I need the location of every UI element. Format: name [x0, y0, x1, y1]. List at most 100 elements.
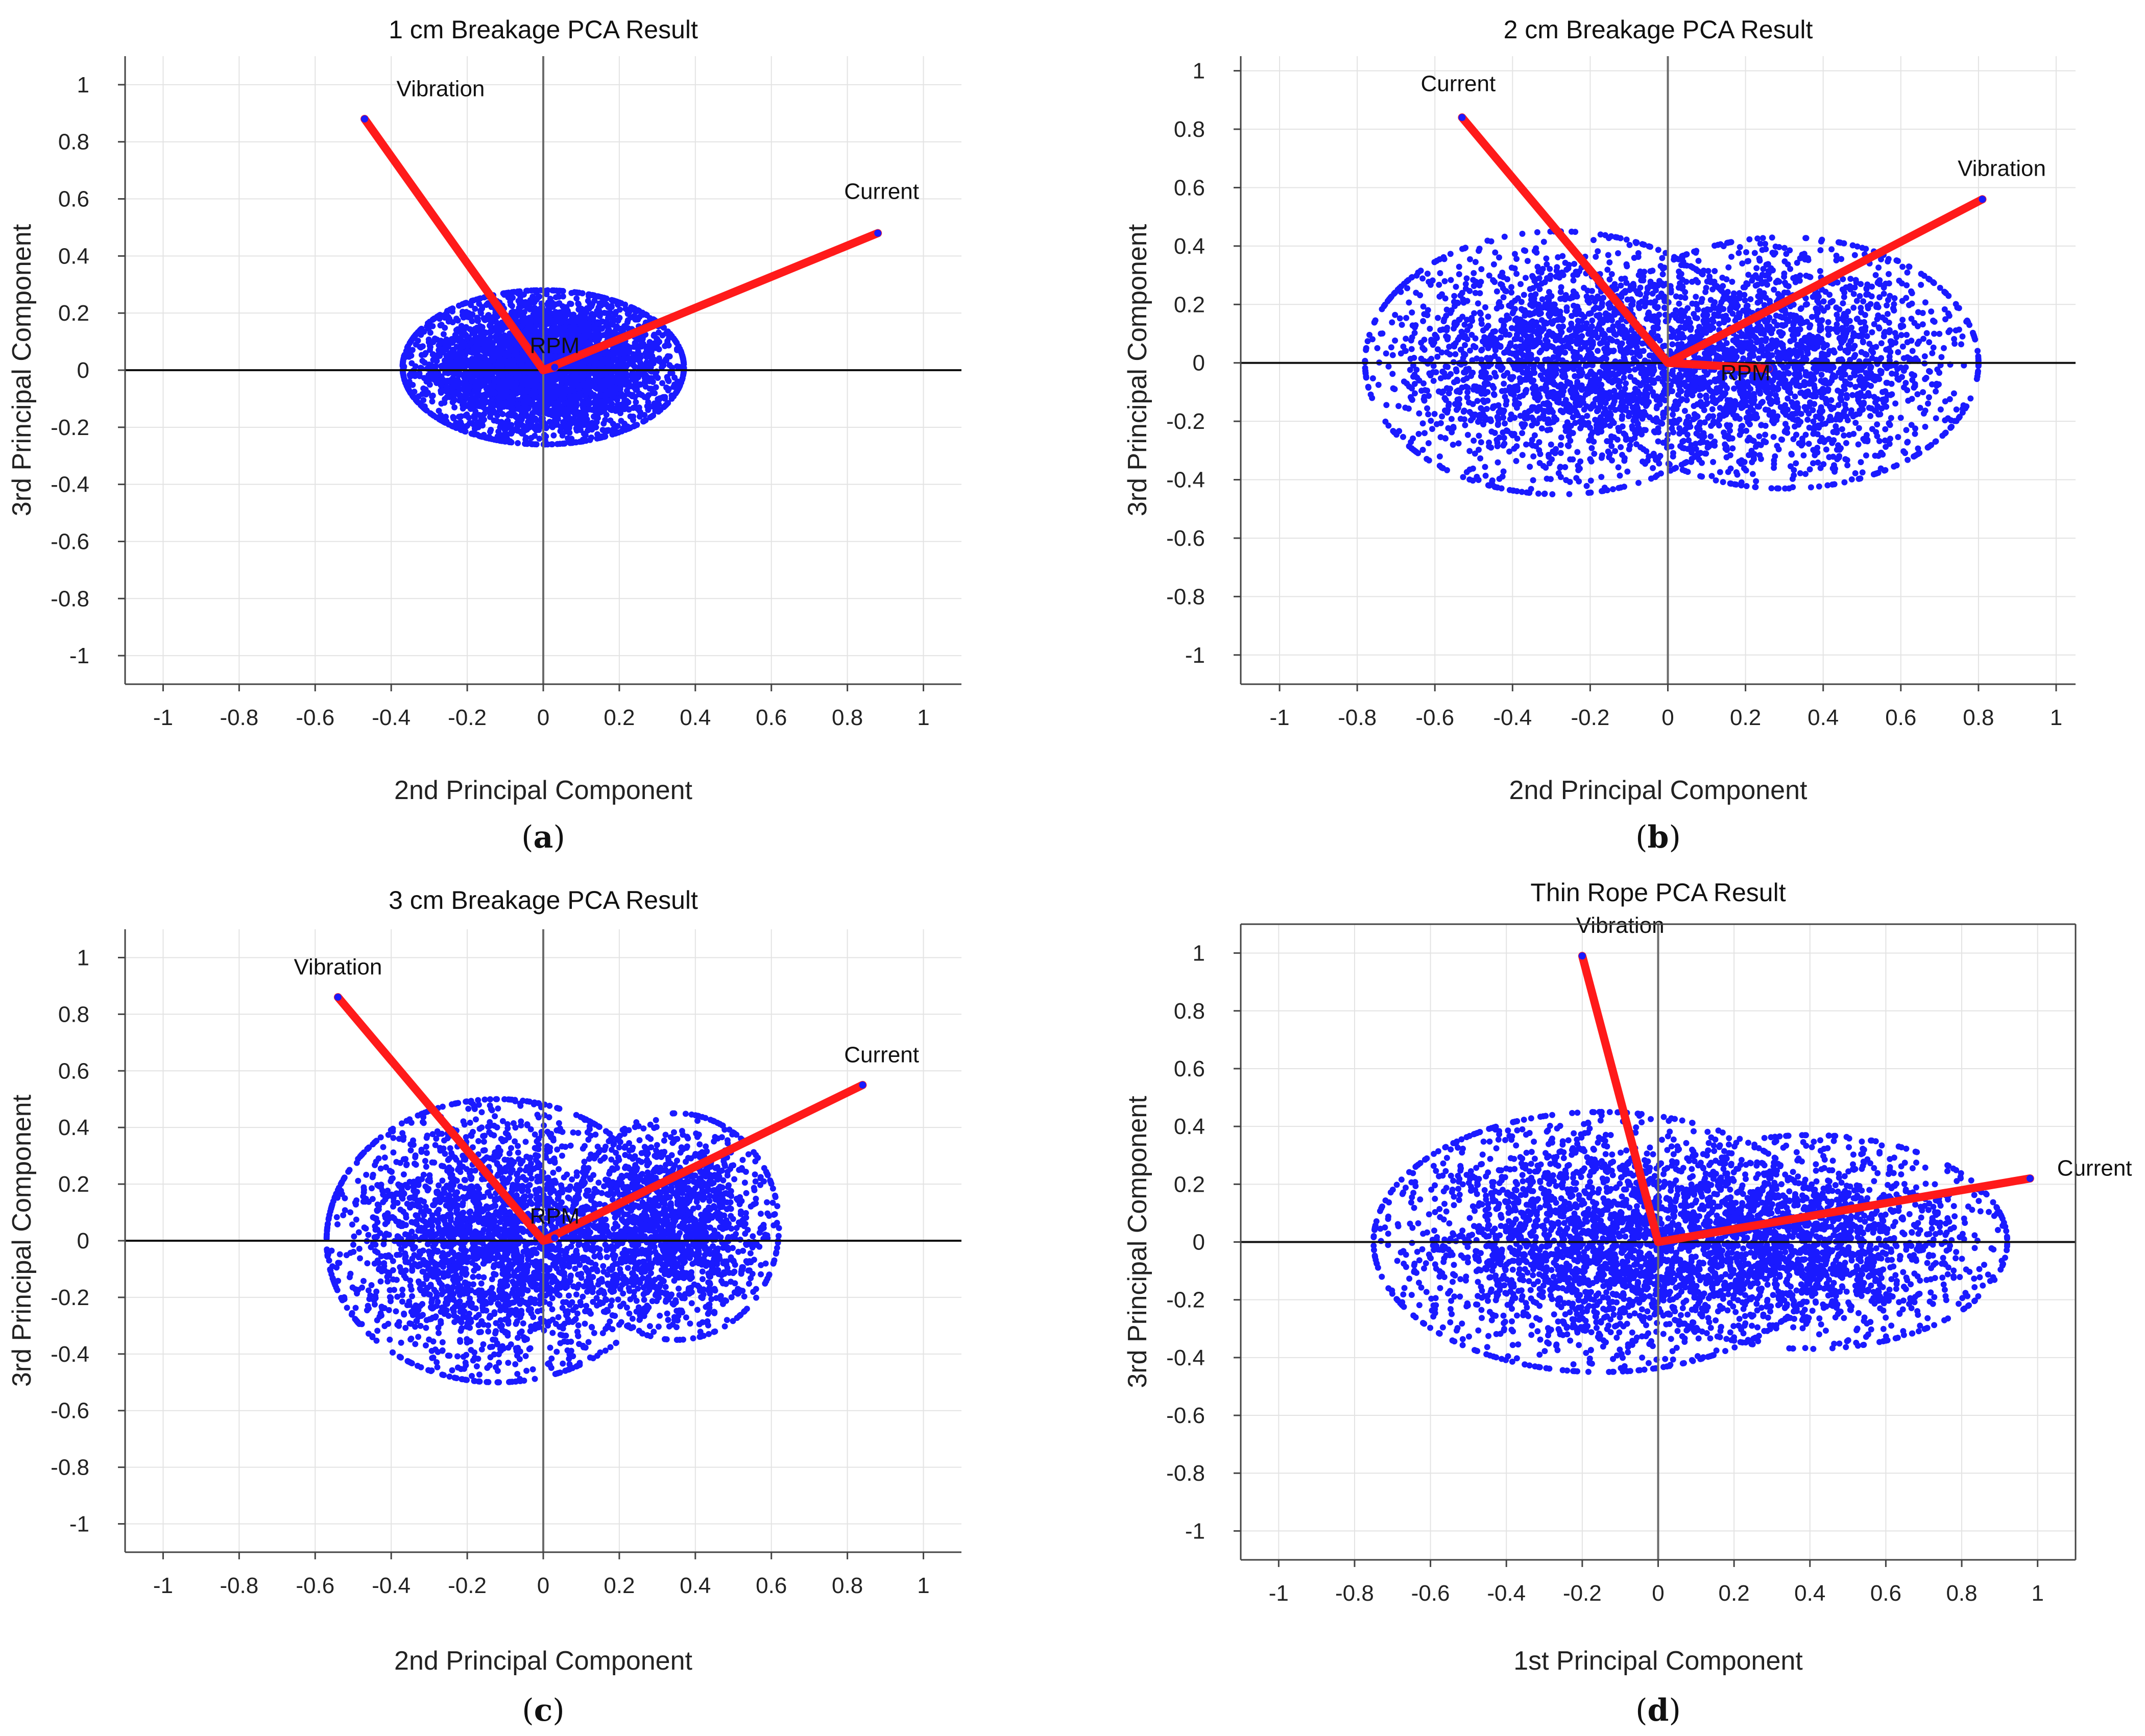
- data-point: [647, 349, 653, 356]
- data-point: [645, 392, 652, 398]
- data-point: [1606, 259, 1613, 266]
- data-point: [577, 376, 584, 382]
- data-point: [497, 345, 503, 352]
- data-point: [599, 325, 605, 332]
- data-point: [518, 299, 525, 306]
- data-point: [598, 433, 605, 440]
- data-point: [553, 421, 560, 428]
- panel-caption: (a): [521, 819, 565, 855]
- data-point: [645, 399, 652, 405]
- data-point: [462, 428, 468, 435]
- data-point: [1466, 476, 1473, 483]
- data-point: [457, 329, 464, 336]
- data-point: [643, 311, 649, 318]
- data-point: [1415, 430, 1422, 437]
- data-point: [520, 314, 527, 320]
- data-point: [637, 381, 643, 388]
- scatter-points: [399, 287, 687, 448]
- data-point: [636, 413, 643, 420]
- x-tick-label: -0.6: [296, 705, 334, 730]
- data-point: [429, 323, 436, 329]
- data-point: [404, 383, 411, 390]
- data-point: [598, 319, 605, 325]
- data-point: [667, 330, 673, 337]
- data-point: [580, 438, 586, 445]
- data-point: [607, 405, 614, 412]
- data-point: [634, 405, 640, 412]
- data-point: [481, 344, 488, 351]
- data-point: [400, 358, 406, 365]
- data-point: [581, 405, 587, 412]
- data-point: [610, 391, 617, 397]
- data-point: [454, 377, 461, 383]
- data-point: [406, 372, 413, 378]
- data-point: [468, 430, 475, 437]
- data-point: [1419, 275, 1426, 282]
- data-point: [524, 441, 531, 447]
- data-point: [505, 290, 512, 296]
- data-point: [499, 411, 506, 417]
- data-point: [567, 420, 573, 427]
- data-point: [645, 406, 652, 413]
- data-point: [444, 394, 450, 400]
- data-point: [459, 357, 465, 364]
- y-tick-label: -0.2: [51, 415, 89, 440]
- data-point: [450, 414, 456, 420]
- data-point: [596, 293, 602, 300]
- data-point: [436, 407, 442, 414]
- data-point: [509, 428, 516, 435]
- data-point: [1512, 344, 1519, 350]
- data-point: [664, 400, 671, 406]
- data-point: [520, 379, 526, 386]
- data-point: [1626, 242, 1633, 248]
- data-point: [654, 345, 661, 351]
- data-point: [582, 331, 588, 338]
- data-point: [610, 378, 616, 384]
- data-point: [551, 413, 558, 419]
- data-point: [1477, 455, 1484, 462]
- y-tick-label: -0.4: [51, 472, 89, 497]
- data-point: [589, 292, 596, 298]
- data-point: [517, 414, 523, 420]
- data-point: [601, 387, 608, 393]
- data-point: [610, 384, 616, 391]
- data-point: [491, 345, 498, 351]
- data-point: [471, 413, 477, 419]
- data-point: [469, 394, 476, 401]
- data-point: [626, 391, 633, 398]
- data-point: [536, 425, 543, 431]
- data-point: [560, 288, 566, 294]
- data-point: [570, 409, 577, 416]
- data-point: [1548, 441, 1554, 448]
- data-point: [509, 389, 516, 395]
- data-point: [469, 338, 476, 345]
- data-point: [576, 395, 583, 401]
- data-point: [495, 384, 501, 391]
- data-point: [528, 391, 535, 398]
- data-point: [621, 406, 628, 413]
- data-point: [476, 419, 483, 426]
- data-point: [476, 412, 483, 418]
- data-point: [572, 439, 579, 446]
- data-point: [638, 336, 645, 343]
- data-point: [461, 393, 468, 399]
- data-point: [521, 424, 527, 431]
- data-point: [1543, 255, 1550, 262]
- data-point: [1693, 294, 1699, 300]
- data-point: [1501, 440, 1508, 447]
- data-point: [520, 292, 527, 298]
- y-tick-label: 0.6: [58, 187, 89, 212]
- data-point: [567, 396, 574, 403]
- data-point: [618, 380, 624, 387]
- data-point: [609, 351, 615, 358]
- data-point: [560, 293, 566, 300]
- data-point: [615, 359, 622, 366]
- data-point: [573, 420, 580, 427]
- data-point: [585, 298, 591, 304]
- data-point: [601, 398, 608, 404]
- data-point: [477, 308, 484, 315]
- data-point: [580, 400, 587, 406]
- data-point: [573, 403, 579, 410]
- data-point: [664, 376, 671, 382]
